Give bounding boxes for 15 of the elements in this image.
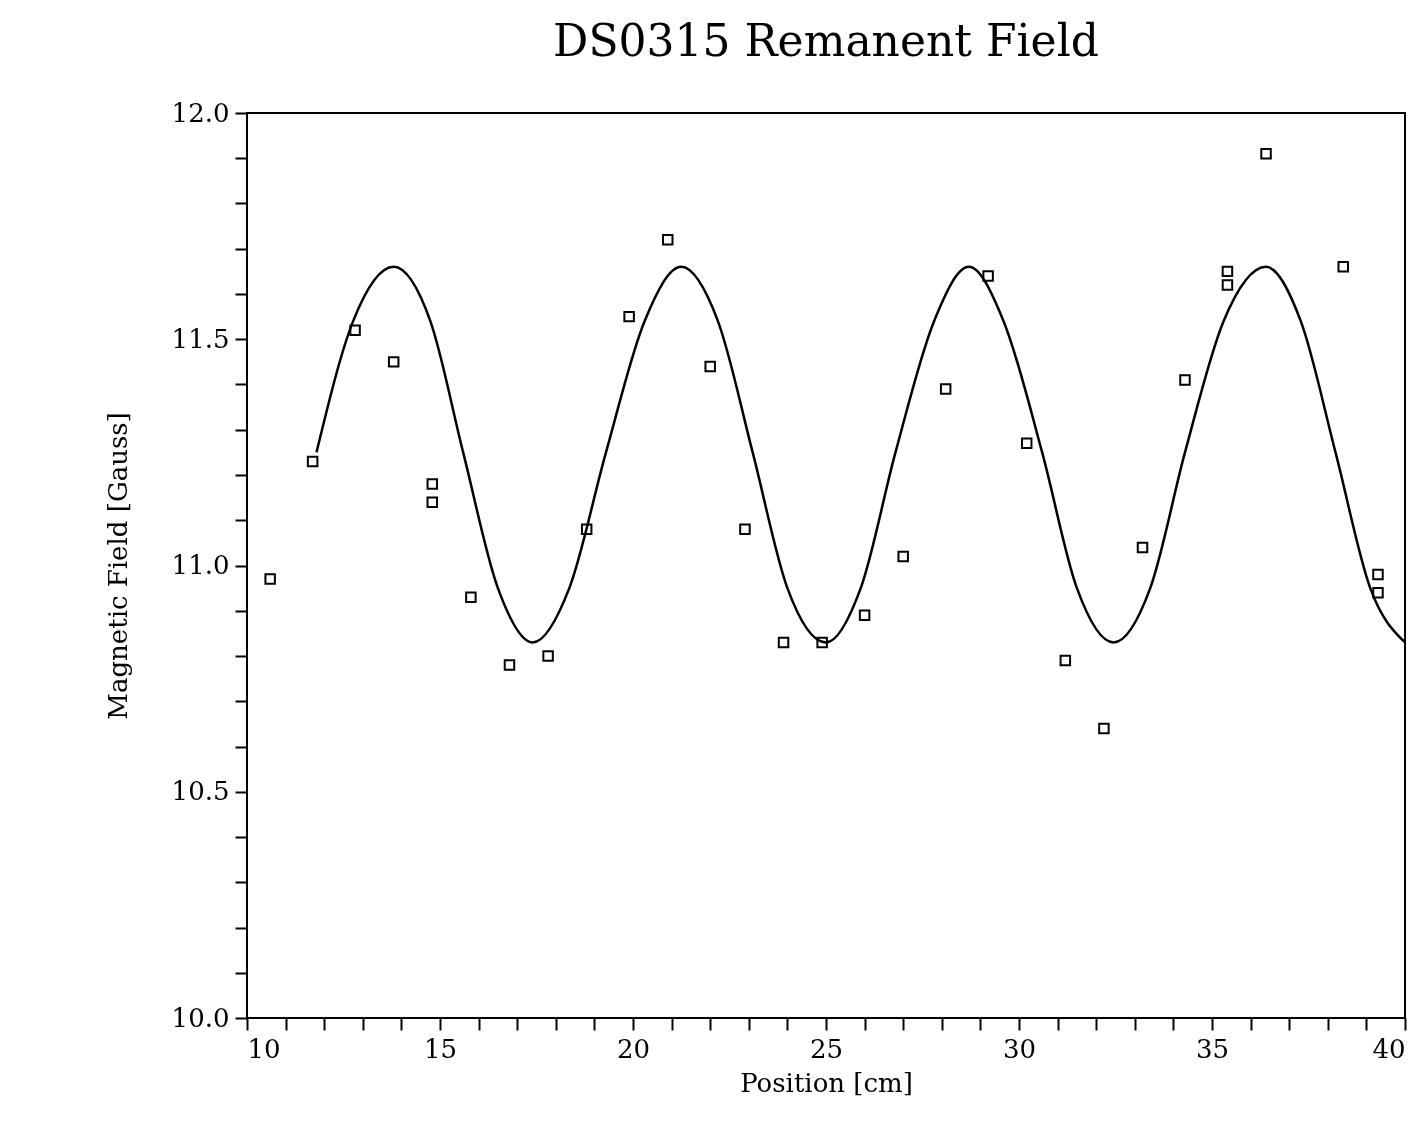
x-tick-label: 20	[616, 1033, 651, 1064]
y-tick-label: 11.0	[171, 550, 230, 580]
x-axis-title: Position [cm]	[740, 1067, 913, 1098]
y-tick-label: 10.0	[171, 1002, 230, 1033]
chart-title: DS0315 Remanent Field	[553, 15, 1099, 66]
y-tick-label: 10.5	[171, 776, 230, 807]
x-tick-label: 25	[809, 1033, 844, 1064]
x-tick-label: 35	[1195, 1033, 1230, 1064]
x-tick-label: 15	[423, 1033, 458, 1064]
y-tick-label: 12.0	[171, 97, 230, 128]
x-tick-label: 40	[1372, 1033, 1406, 1064]
y-axis-title: Magnetic Field [Gauss]	[102, 412, 133, 720]
x-tick-label: 10	[247, 1033, 281, 1064]
y-tick-label: 11.5	[171, 323, 230, 354]
x-tick-label: 30	[1002, 1033, 1037, 1064]
